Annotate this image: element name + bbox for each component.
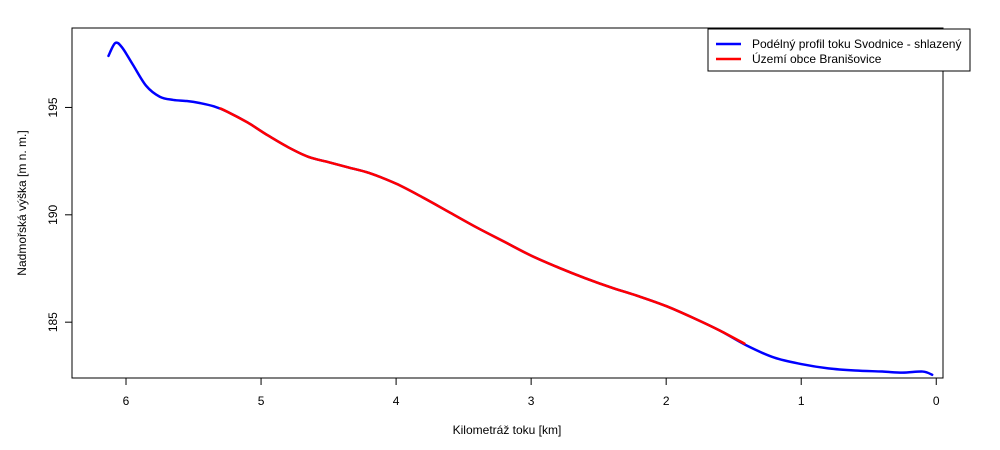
x-tick-label: 1: [798, 394, 805, 408]
legend-box: [707, 28, 971, 72]
y-axis: 185 190 195: [46, 97, 72, 332]
x-axis-title: Kilometráž toku [km]: [453, 423, 562, 437]
series-layer: [107, 41, 934, 377]
x-axis: 6 5 4 3 2 1 0: [123, 378, 940, 408]
y-tick-label: 190: [46, 204, 60, 224]
series-line-municipality: [219, 107, 746, 345]
legend-label-profile: Podélný profil toku Svodnice - shlazený: [752, 37, 961, 51]
x-tick-label: 5: [258, 394, 265, 408]
x-tick-label: 3: [528, 394, 535, 408]
x-tick-label: 2: [663, 394, 670, 408]
x-tick-label: 4: [393, 394, 400, 408]
legend: Podélný profil toku Svodnice - shlazený …: [707, 28, 971, 72]
legend-label-municipality: Území obce Branišovice: [752, 51, 882, 66]
x-tick-label: 0: [933, 394, 940, 408]
y-axis-title: Nadmořská výška [m n. m.]: [15, 130, 29, 275]
y-tick-label: 195: [46, 97, 60, 117]
x-tick-label: 6: [123, 394, 130, 408]
series-line-profile: [107, 41, 934, 377]
plot-frame: [71, 27, 944, 379]
y-tick-label: 185: [46, 312, 60, 332]
